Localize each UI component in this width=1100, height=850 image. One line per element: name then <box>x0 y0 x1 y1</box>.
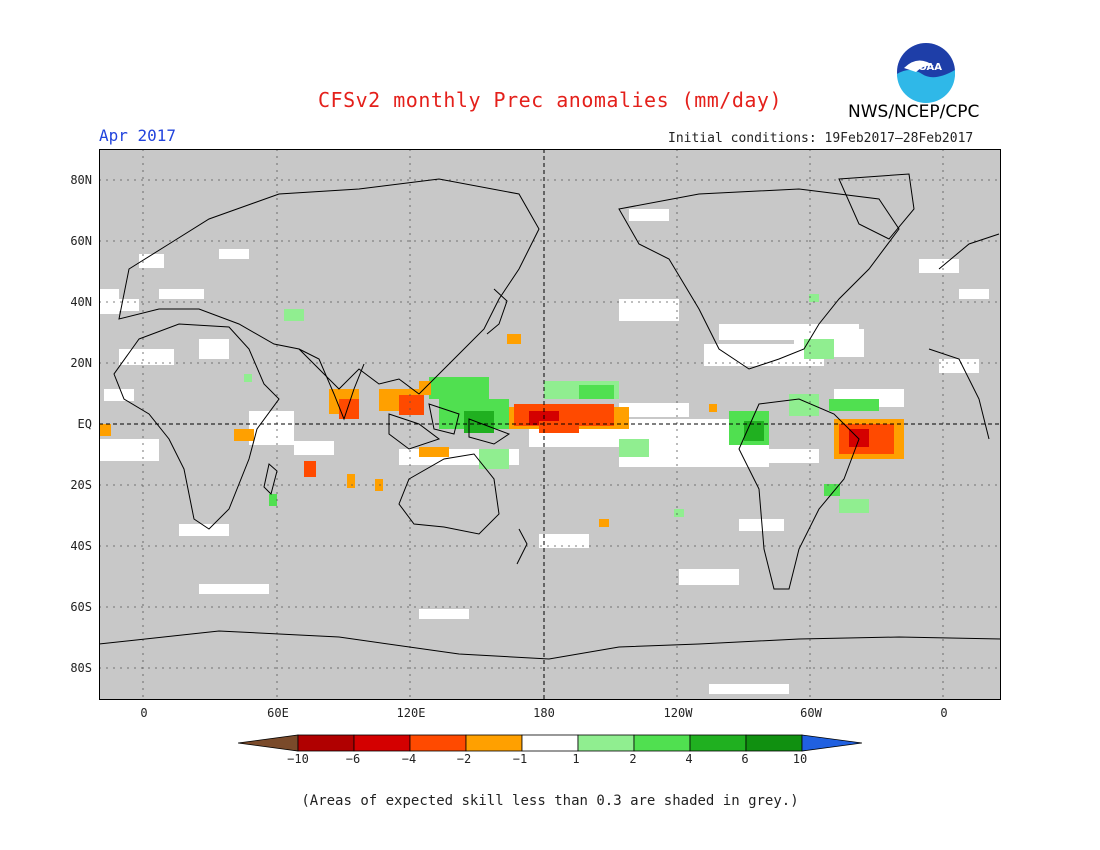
colorbar-segment <box>745 734 803 752</box>
colorbar-segment <box>297 734 355 752</box>
organization-label: NWS/NCEP/CPC <box>848 102 980 122</box>
colorbar-arrow-low <box>238 734 299 752</box>
colorbar-segment <box>577 734 635 752</box>
colorbar-label: −4 <box>401 752 417 766</box>
lat-label: 40N <box>70 295 92 309</box>
lat-label: 80S <box>70 661 92 675</box>
colorbar-label: −2 <box>456 752 472 766</box>
lat-label: 20S <box>70 478 92 492</box>
colorbar-label: −6 <box>345 752 361 766</box>
lon-label: 0 <box>940 706 948 720</box>
lon-label: 0 <box>140 706 148 720</box>
colorbar-segment <box>409 734 467 752</box>
coastlines <box>99 173 1001 660</box>
noaa-logo-icon: NOAA <box>895 41 957 103</box>
colorbar-label: 10 <box>792 752 808 766</box>
colorbar-segment <box>633 734 691 752</box>
colorbar-segment <box>353 734 411 752</box>
lon-label: 180 <box>533 706 555 720</box>
lat-label: 60N <box>70 234 92 248</box>
lon-label: 120W <box>663 706 693 720</box>
lon-label: 60E <box>267 706 289 720</box>
colorbar-label: −1 <box>512 752 528 766</box>
lat-label: 20N <box>70 356 92 370</box>
wet-anomaly-areas <box>244 294 879 517</box>
lat-label: EQ <box>77 417 92 431</box>
logo-text: NOAA <box>910 62 942 73</box>
color-scale-bar <box>238 734 862 752</box>
lat-label: 40S <box>70 539 92 553</box>
forecast-month: Apr 2017 <box>99 126 177 145</box>
lon-label: 60W <box>800 706 822 720</box>
colorbar-label: 4 <box>685 752 693 766</box>
lon-label: 120E <box>396 706 426 720</box>
colorbar-label: 2 <box>629 752 637 766</box>
skill-footnote: (Areas of expected skill less than 0.3 a… <box>301 793 799 809</box>
lat-lon-grid <box>99 149 1001 700</box>
colorbar-label: 1 <box>572 752 580 766</box>
colorbar-segment <box>689 734 747 752</box>
colorbar-label: 6 <box>741 752 749 766</box>
map-title: CFSv2 monthly Prec anomalies (mm/day) <box>317 88 783 112</box>
lat-label: 80N <box>70 173 92 187</box>
initial-conditions: Initial conditions: 19Feb2017–28Feb2017 <box>668 131 974 146</box>
colorbar-arrow-high <box>801 734 862 752</box>
lat-label: 60S <box>70 600 92 614</box>
colorbar-label: −10 <box>287 752 309 766</box>
precip-anomaly-map <box>99 149 1001 700</box>
colorbar-segment <box>521 734 579 752</box>
colorbar-segment <box>465 734 523 752</box>
